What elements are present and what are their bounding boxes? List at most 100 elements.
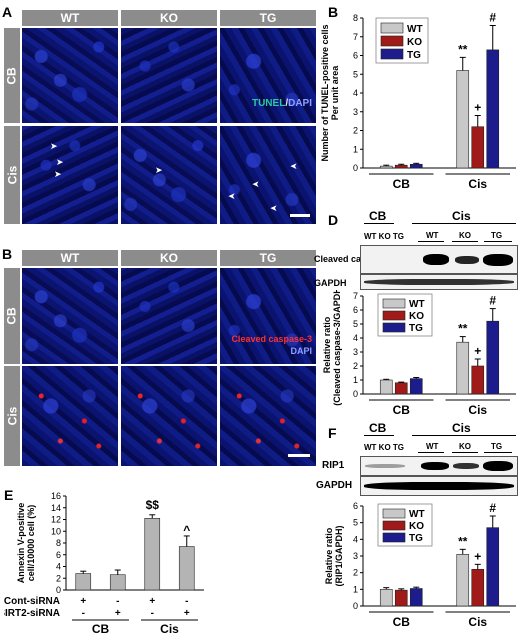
significance-mark: **: [458, 42, 468, 56]
bar-wt-cis: [456, 554, 470, 607]
lane-label-wt: WT: [426, 231, 439, 240]
bar-tg-cb: [409, 378, 423, 395]
row-header-cis: Cis: [4, 126, 20, 224]
y-axis-label: Annexin V-positive: [16, 503, 26, 584]
bar-e-3: [178, 546, 195, 591]
arrow-icon: ➤: [270, 203, 278, 213]
legend-label-wt: WT: [409, 299, 425, 310]
panel-label-b-chart: B: [328, 4, 339, 20]
lane-label-wt: WT: [426, 442, 439, 451]
col-header-wt: WT: [22, 250, 118, 266]
blot-group-cb: CB: [369, 209, 387, 223]
stain-label-caspase: Cleaved caspase-3: [231, 334, 312, 344]
bar-wt-cis: [456, 341, 470, 395]
col-header-ko: KO: [121, 10, 217, 26]
bar-ko-cis: [471, 365, 485, 395]
divider: [412, 223, 516, 224]
bar-wt-cb: [379, 379, 393, 395]
y-tick-label: 7: [353, 32, 358, 42]
blot-caspase: [360, 245, 518, 274]
bar-tg-cis: [486, 49, 500, 169]
group-label-cis: Cis: [468, 403, 487, 417]
y-tick-label: 3: [353, 551, 358, 561]
arrow-icon: ➤: [56, 157, 64, 167]
arrow-icon: ➤: [252, 179, 260, 189]
lane-labels-cb: WT KO TG: [364, 443, 404, 452]
y-tick-label: 8: [56, 538, 61, 548]
significance-mark: #: [489, 294, 496, 308]
divider: [418, 241, 444, 242]
y-tick-label: 2: [353, 361, 358, 371]
treatment-sign: +: [149, 596, 155, 607]
group-label-cb: CB: [393, 403, 411, 417]
stain-label-dapi: DAPI: [290, 346, 312, 356]
legend-swatch-ko: [380, 35, 404, 47]
y-tick-label: 1: [353, 144, 358, 154]
y-tick-label: 6: [56, 550, 61, 560]
blot-gapdh: [360, 274, 518, 290]
chart-b: 0 1 2 3 4 5 6 7 8 Number of TUNEL-positive cells P…: [320, 11, 516, 191]
col-header-ko: KO: [121, 250, 217, 266]
y-tick-label: 5: [353, 69, 358, 79]
treatment-sign: -: [185, 596, 188, 607]
lane-label-ko: KO: [459, 442, 471, 451]
y-axis-label: Number of TUNEL-positive cells: [320, 24, 330, 161]
divider: [484, 452, 512, 453]
y-tick-label: 7: [353, 291, 358, 301]
bar-wt-cis: [456, 70, 470, 169]
y-tick-label: 1: [353, 375, 358, 385]
legend-label-ko: KO: [407, 37, 422, 48]
blot-group-cis: Cis: [452, 209, 471, 223]
micrograph-b-cb-tg: Cleaved caspase-3 DAPI: [220, 268, 316, 364]
significance-mark: +: [474, 101, 481, 115]
arrow-icon: ➤: [155, 165, 163, 175]
legend-label-tg: TG: [409, 323, 423, 334]
bar-wt-cb: [379, 589, 393, 607]
lane-label-ko: KO: [459, 231, 471, 240]
group-label-cb: CB: [92, 622, 110, 634]
legend-label-tg: TG: [409, 533, 423, 544]
treatment-sign: -: [151, 608, 154, 619]
arrow-icon: ➤: [290, 161, 298, 171]
y-tick-label: 3: [353, 347, 358, 357]
bar-ko-cb: [394, 589, 408, 607]
bar-ko-cis: [471, 569, 485, 607]
divider: [364, 435, 394, 436]
micrograph-a-cb-ko: [121, 28, 217, 123]
lane-label-tg: TG: [491, 231, 503, 240]
legend-swatch-tg: [380, 48, 404, 60]
y-axis-label: Relative ratio: [322, 316, 332, 373]
significance-mark: ^: [183, 523, 190, 537]
panel-label-f: F: [328, 425, 337, 441]
y-tick-label: 14: [51, 503, 61, 513]
divider: [418, 452, 444, 453]
micrograph-b-cb-ko: [121, 268, 217, 364]
legend-label-wt: WT: [409, 509, 425, 520]
y-tick-label: 4: [353, 534, 358, 544]
panel-label-a: A: [2, 4, 13, 20]
col-header-tg: TG: [220, 10, 316, 26]
micrograph-a-cb-wt: [22, 28, 118, 123]
y-tick-label: 5: [353, 319, 358, 329]
col-header-tg: TG: [220, 250, 316, 266]
arrow-icon: ➤: [50, 141, 58, 151]
micrograph-a-cb-tg: TUNEL/DAPI: [220, 28, 316, 123]
y-tick-label: 0: [353, 601, 358, 611]
bar-tg-cis: [486, 527, 500, 607]
divider: [412, 435, 516, 436]
bar-e-2: [144, 518, 161, 591]
panel-label-e: E: [4, 487, 14, 503]
bar-e-1: [109, 574, 126, 591]
legend-swatch-wt: [380, 22, 404, 34]
y-tick-label: 16: [51, 491, 61, 501]
group-label-cis: Cis: [160, 622, 179, 634]
stain-label-tunel: TUNEL/DAPI: [251, 98, 312, 109]
y-tick-label: 12: [51, 515, 61, 525]
bar-ko-cis: [471, 126, 485, 169]
y-tick-label: 4: [353, 333, 358, 343]
significance-mark: $$: [146, 498, 160, 512]
blot-row-label-gapdh: GAPDH: [316, 480, 353, 491]
y-tick-label: 6: [353, 305, 358, 315]
blot-gapdh: [360, 476, 518, 496]
micrograph-a-cis-tg: ➤ ➤ ➤ ➤: [220, 126, 316, 224]
